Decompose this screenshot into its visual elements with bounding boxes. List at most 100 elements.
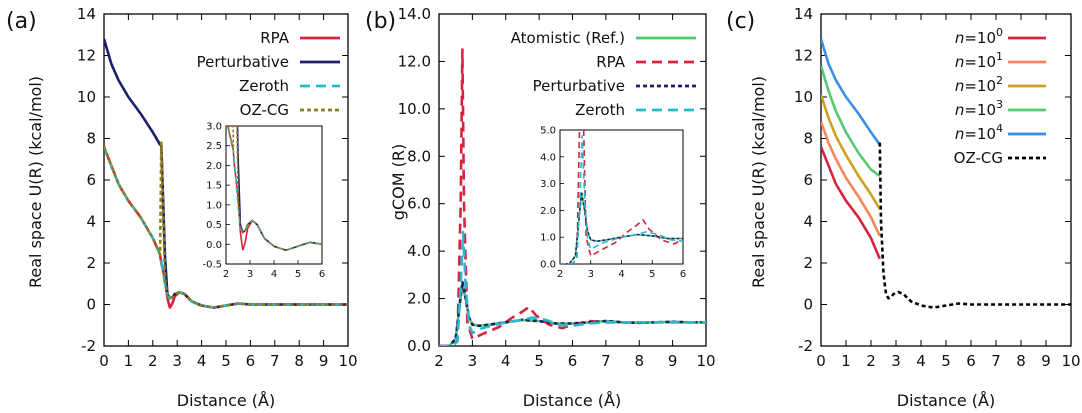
y-tick-label: 10: [77, 88, 96, 106]
series-line-zeroth: [439, 230, 706, 346]
inset-y-tick-label: 2.0: [540, 206, 556, 217]
x-tick-label: 10: [1061, 352, 1080, 370]
inset-y-tick-label: 2.0: [206, 161, 222, 172]
y-tick-label: 12: [794, 47, 813, 65]
inset-x-tick-label: 3: [247, 269, 253, 280]
x-tick-label: 2: [866, 352, 876, 370]
legend-label-0-n: n: [955, 29, 965, 47]
x-tick-label: 8: [294, 352, 304, 370]
series-line-oz-cg: [104, 141, 348, 309]
series-group: [104, 38, 348, 309]
inset-y-tick-label: 0.0: [540, 260, 556, 271]
legend-label-3-base: =10: [964, 101, 996, 119]
x-tick-label: 0: [816, 352, 826, 370]
inset-y-tick-label: 5.0: [540, 126, 556, 137]
panel-a-ylabel: Real space U(R) (kcal/mol): [26, 76, 45, 288]
panel-a-xlabel: Distance (Å): [177, 391, 275, 410]
inset-series-line: [560, 130, 683, 264]
series-line-n-10-1: [821, 121, 881, 237]
x-tick-label: 9: [668, 352, 678, 370]
panel-3-chart: 0 1 2 3 4 5 6 7 8 9 10-202468101214n=100n=101n=102…: [794, 5, 1081, 370]
legend-label-1-base: =10: [964, 53, 996, 71]
panel-2-chart: 2 3 4 5 6 7 8 9 10 0.0 2.0 4.0 6.0 8.0 10.0 12.0 14.0 Ato…: [398, 5, 716, 370]
legend-label-2: n=102: [955, 74, 1003, 95]
x-tick-label: 3: [891, 352, 901, 370]
panel-a-label: (a): [6, 9, 37, 34]
panel-b-label: (b): [365, 9, 396, 34]
x-tick-label: 5: [534, 352, 544, 370]
x-tick-label: 4: [916, 352, 926, 370]
x-tick-label: 8: [634, 352, 644, 370]
inset-series-line: [226, 126, 322, 252]
panel-b-ylabel: gCOM (R): [389, 144, 408, 220]
legend-label-0-base: =10: [964, 29, 996, 47]
panel-1-chart: 0 1 2 3 4 5 6 7 8 9 10-202468101214RPAPerturbative…: [77, 5, 358, 370]
inset-y-tick-label: 0.5: [206, 220, 222, 231]
inset-series-group: [560, 130, 683, 264]
y-tick-label: 10: [794, 88, 813, 106]
x-tick-label: 4: [501, 352, 511, 370]
inset-y-tick-label: 1.0: [540, 233, 556, 244]
legend-label-3: Zeroth: [575, 101, 625, 119]
x-tick-label: 1: [841, 352, 851, 370]
legend-label-3-n: n: [955, 101, 965, 119]
plots-layer: 0 1 2 3 4 5 6 7 8 9 10-202468101214RPAPerturbative…: [77, 5, 1081, 370]
y-tick-label: 8.0: [407, 147, 431, 165]
legend-label-2-n: n: [955, 77, 965, 95]
x-tick-label: 10: [338, 352, 357, 370]
x-tick-label: 7: [991, 352, 1001, 370]
y-tick-label: 2: [86, 254, 96, 272]
inset-x-tick-label: 5: [295, 269, 301, 280]
legend-label-0: Atomistic (Ref.): [511, 29, 625, 47]
y-tick-label: 4: [803, 213, 813, 231]
y-tick-label: -2: [798, 337, 813, 355]
x-tick-label: 3: [468, 352, 478, 370]
inset-y-tick-label: 4.0: [540, 152, 556, 163]
x-tick-label: 5: [221, 352, 231, 370]
x-tick-label: 2: [434, 352, 444, 370]
y-tick-label: 12.0: [398, 52, 431, 70]
y-tick-label: 2: [803, 254, 813, 272]
y-tick-label: 2.0: [407, 290, 431, 308]
x-tick-label: 4: [197, 352, 207, 370]
inset-x-tick-label: 2: [223, 269, 229, 280]
inset-series-line: [560, 191, 683, 264]
y-tick-label: 6.0: [407, 195, 431, 213]
legend-label-4-exp: 4: [996, 122, 1003, 135]
x-tick-label: 3: [172, 352, 182, 370]
y-tick-label: 6: [86, 171, 96, 189]
legend: RPA Perturbative Zeroth OZ-CG: [197, 29, 340, 119]
legend-label-0-exp: 0: [996, 26, 1003, 39]
legend-label-3-exp: 3: [996, 98, 1003, 111]
inset-x-tick-label: 3: [588, 269, 594, 280]
y-tick-label: 0: [803, 296, 813, 314]
legend-label-2-base: =10: [964, 77, 996, 95]
inset-x-tick-label: 4: [618, 269, 624, 280]
inset-y-tick-label: 3.0: [540, 179, 556, 190]
legend-label-1: Perturbative: [197, 53, 289, 71]
y-tick-label: -2: [81, 337, 96, 355]
series-line-oz-cg: [878, 142, 1071, 309]
inset-x-tick-label: 4: [271, 269, 277, 280]
y-tick-label: 4.0: [407, 242, 431, 260]
legend-label-1: n=101: [955, 50, 1003, 71]
series-group: [821, 38, 1071, 309]
x-tick-label: 9: [319, 352, 329, 370]
series-group: [439, 48, 706, 346]
x-tick-label: 2: [148, 352, 158, 370]
y-tick-label: 0.0: [407, 337, 431, 355]
inset-y-tick-label: -0.5: [202, 260, 222, 271]
legend-label-2: Zeroth: [239, 77, 289, 95]
panel-c-xlabel: Distance (Å): [897, 391, 995, 410]
series-line-n-10-4: [821, 38, 881, 146]
y-tick-label: 10.0: [398, 100, 431, 118]
legend-label-1-exp: 1: [996, 50, 1003, 63]
inset-x-tick-label: 2: [557, 269, 563, 280]
inset: 2 3 4 5 6 -0.5 0.0 0.5 1.0 1.5 2.0 2.5 3.0: [202, 122, 325, 281]
legend-label-3: n=103: [955, 98, 1003, 119]
x-tick-label: 8: [1016, 352, 1026, 370]
y-tick-label: 0: [86, 296, 96, 314]
inset-series-group: [226, 126, 322, 252]
